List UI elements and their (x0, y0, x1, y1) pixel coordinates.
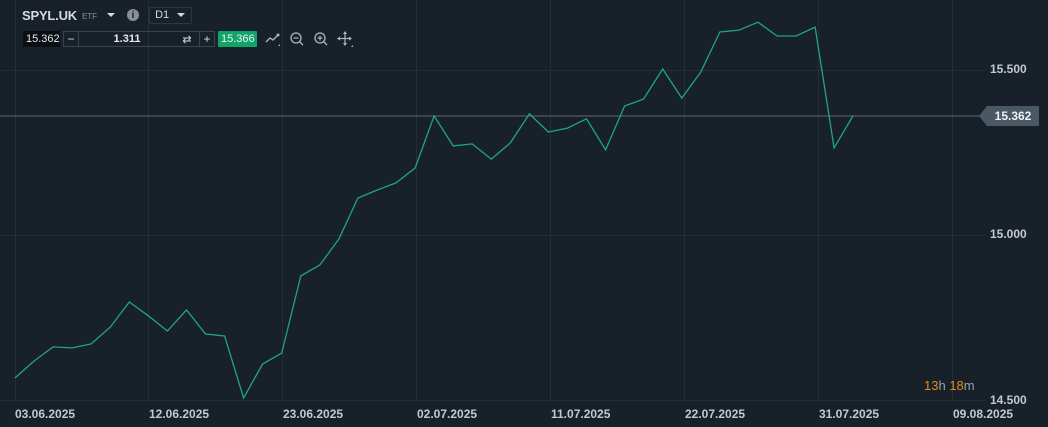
chevron-down-icon (177, 13, 186, 17)
trade-bar: 15.362 − 1.311 ⇄ + 15.366 (23, 31, 353, 47)
time-axis-label: 12.06.2025 (149, 407, 210, 421)
quantity-input[interactable]: 1.311 (113, 33, 141, 45)
price-line (14, 21, 854, 400)
time-axis-label: 09.08.2025 (953, 407, 1014, 421)
buy-price-button[interactable]: 15.366 (218, 31, 257, 47)
price-axis-label: 14.500 (990, 393, 1027, 407)
time-axis-label: 22.07.2025 (685, 407, 746, 421)
countdown-minutes-unit: m (963, 378, 975, 393)
time-axis-label: 23.06.2025 (283, 407, 344, 421)
countdown-hours-unit: h (938, 378, 946, 393)
zoom-out-icon[interactable] (289, 31, 305, 47)
timeframe-select[interactable]: D1 (149, 6, 193, 24)
info-icon[interactable]: i (127, 9, 140, 21)
divider (78, 32, 79, 46)
countdown-hours: 13 (924, 378, 939, 393)
price-axis-label: 15.000 (990, 227, 1027, 241)
divider (199, 32, 200, 46)
time-axis-label: 31.07.2025 (819, 407, 880, 421)
quantity-stepper[interactable]: − 1.311 ⇄ + (63, 31, 215, 47)
current-price-tag: 15.362 (979, 106, 1039, 126)
sell-price-button[interactable]: 15.362 (23, 31, 60, 47)
candle-countdown: 13h 18m (924, 378, 975, 393)
instrument-header: SPYL.UK ETF i D1 (22, 6, 193, 24)
swap-units-icon[interactable]: ⇄ (182, 33, 192, 46)
time-axis-label: 03.06.2025 (15, 407, 76, 421)
time-axis-label: 02.07.2025 (417, 407, 478, 421)
decrease-quantity-button[interactable]: − (67, 32, 75, 46)
increase-quantity-button[interactable]: + (203, 32, 211, 46)
countdown-minutes: 18 (949, 378, 964, 393)
symbol-dropdown-caret-icon[interactable] (107, 13, 116, 17)
zoom-in-icon[interactable] (313, 31, 329, 47)
asset-type-badge: ETF (81, 12, 98, 21)
price-axis-label: 15.500 (990, 62, 1027, 76)
chart-type-icon[interactable] (265, 31, 281, 47)
time-axis-label: 11.07.2025 (551, 407, 611, 421)
timeframe-value: D1 (155, 9, 170, 21)
chart-grid (0, 0, 985, 401)
symbol-name[interactable]: SPYL.UK (22, 7, 77, 23)
move-icon[interactable] (337, 31, 353, 47)
